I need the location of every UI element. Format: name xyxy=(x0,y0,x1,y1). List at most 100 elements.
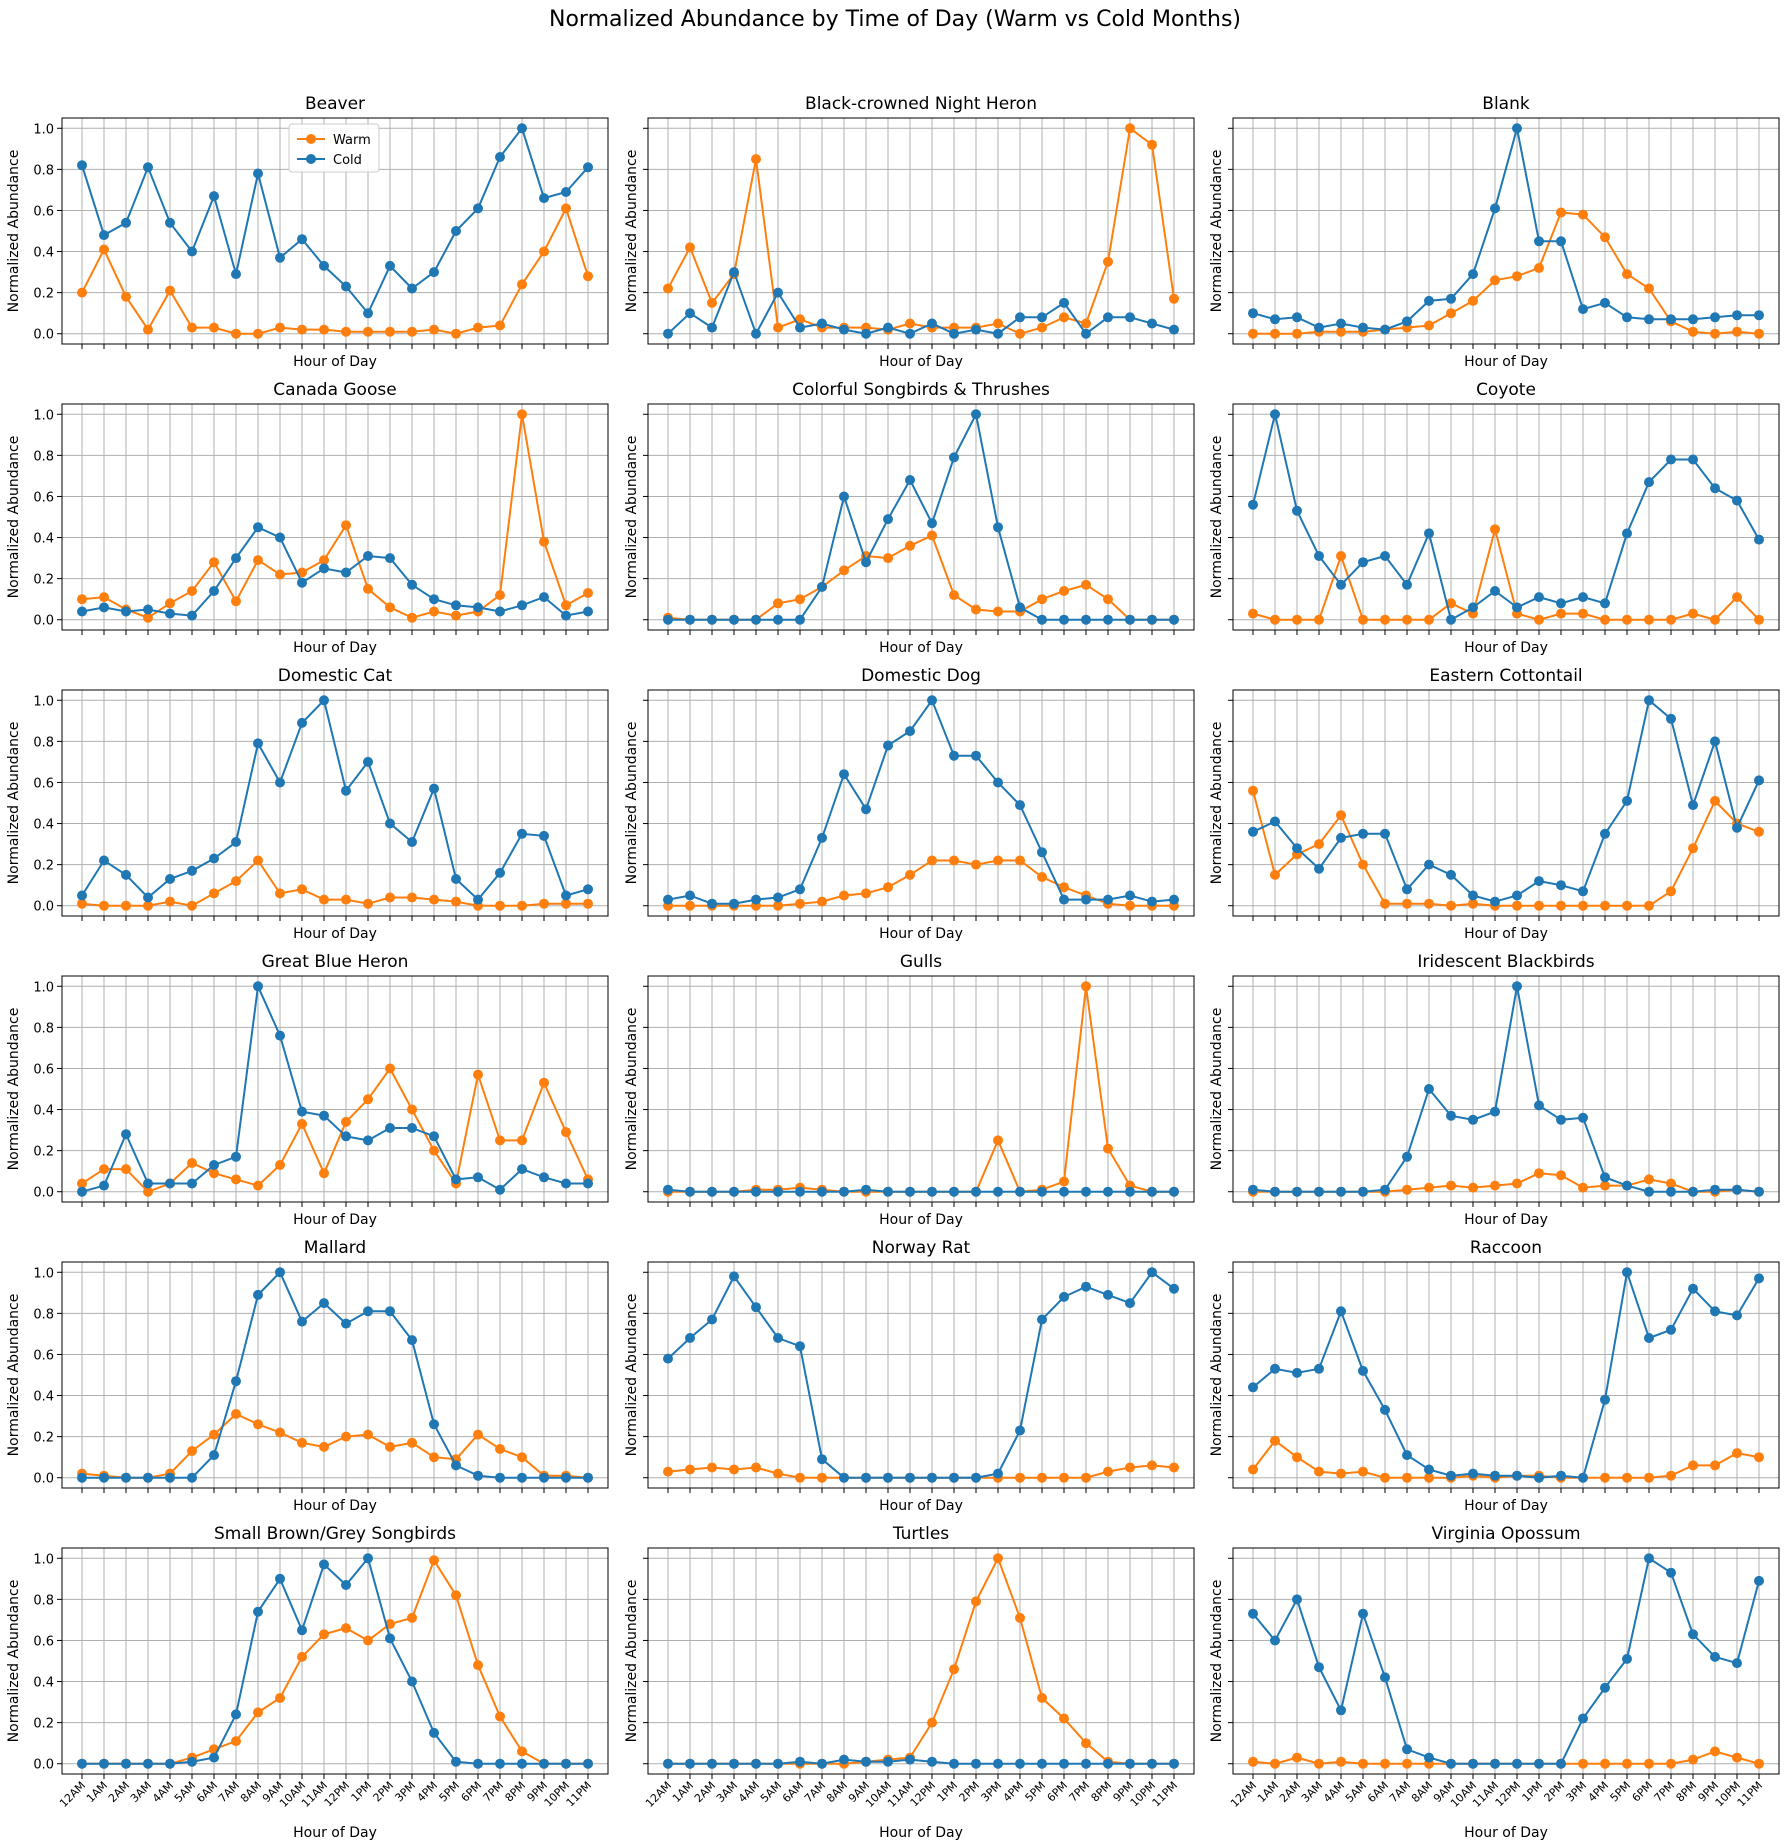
data-point xyxy=(143,900,153,911)
data-point xyxy=(1037,322,1047,333)
data-point xyxy=(1490,203,1500,214)
data-point xyxy=(1015,1425,1025,1436)
data-point xyxy=(1644,614,1654,625)
data-point xyxy=(1710,614,1720,625)
data-point xyxy=(795,614,805,625)
data-point xyxy=(1622,1653,1632,1664)
data-point xyxy=(209,191,219,202)
data-point xyxy=(795,884,805,895)
data-point xyxy=(773,1186,783,1197)
data-point xyxy=(99,1180,109,1191)
axes-frame xyxy=(61,117,609,345)
data-point xyxy=(1336,318,1346,329)
x-tick-label: 11PM xyxy=(564,1779,594,1809)
data-point xyxy=(77,1472,87,1483)
x-axis-label: Hour of Day xyxy=(1464,354,1548,370)
data-point xyxy=(707,322,717,333)
data-point xyxy=(209,586,219,596)
panel-title: Mallard xyxy=(304,1238,366,1258)
data-point xyxy=(517,828,527,839)
data-point xyxy=(583,162,593,173)
x-tick-label: 2AM xyxy=(692,1779,718,1805)
data-point xyxy=(1081,1186,1091,1197)
data-point xyxy=(729,1464,739,1475)
data-point xyxy=(165,285,175,296)
data-point xyxy=(1103,1758,1113,1769)
data-point xyxy=(495,590,505,601)
series-line xyxy=(1252,1271,1760,1479)
plot-area xyxy=(648,404,1194,630)
x-tick-label: 6PM xyxy=(459,1779,485,1805)
data-point xyxy=(99,1758,109,1769)
data-point xyxy=(905,328,915,339)
data-point xyxy=(861,1756,871,1767)
data-point xyxy=(1754,614,1764,625)
data-point xyxy=(1125,1462,1135,1473)
data-point xyxy=(1292,843,1302,854)
data-point xyxy=(1688,800,1698,811)
y-tick-label: 1.0 xyxy=(33,1552,54,1567)
data-point xyxy=(1710,1184,1720,1195)
y-tick-label: 0.0 xyxy=(33,900,54,915)
x-axis-label: Hour of Day xyxy=(879,926,963,942)
data-point xyxy=(839,890,849,901)
data-point xyxy=(1732,822,1742,833)
data-point xyxy=(363,551,373,561)
data-point xyxy=(407,837,417,847)
data-point xyxy=(1468,1114,1478,1125)
plot-area xyxy=(648,1548,1194,1774)
data-point xyxy=(99,855,109,866)
data-point xyxy=(583,606,593,617)
data-point xyxy=(1402,1758,1412,1769)
data-point xyxy=(1059,1186,1069,1197)
y-axis-label: Normalized Abundance xyxy=(1209,1008,1225,1171)
data-point xyxy=(971,604,981,615)
y-tick-label: 0.6 xyxy=(33,204,54,219)
data-point xyxy=(773,598,783,609)
series-warm xyxy=(77,409,593,623)
data-point xyxy=(663,283,673,294)
data-point xyxy=(539,1172,549,1183)
data-point xyxy=(1103,594,1113,605)
data-point xyxy=(663,1353,673,1364)
series-cold xyxy=(1248,981,1764,1197)
data-point xyxy=(539,536,549,547)
data-point xyxy=(751,154,761,165)
data-point xyxy=(187,1446,197,1456)
data-point xyxy=(685,614,695,625)
data-point xyxy=(77,1758,87,1769)
data-point xyxy=(773,892,783,903)
data-point xyxy=(905,1186,915,1197)
data-point xyxy=(1688,454,1698,465)
data-point xyxy=(1534,592,1544,603)
data-point xyxy=(1710,312,1720,323)
x-tick-label: 12PM xyxy=(908,1779,938,1809)
data-point xyxy=(773,287,783,298)
data-point xyxy=(1512,890,1522,901)
data-point xyxy=(1512,1758,1522,1769)
legend-marker xyxy=(306,134,316,144)
y-tick-label: 1.0 xyxy=(33,122,54,137)
series-cold xyxy=(1248,123,1764,335)
data-point xyxy=(1644,1472,1654,1483)
plot-area xyxy=(648,690,1194,916)
data-point xyxy=(817,1758,827,1769)
y-axis-label: Normalized Abundance xyxy=(6,1294,22,1457)
data-point xyxy=(971,1758,981,1769)
data-point xyxy=(1147,1267,1157,1278)
data-point xyxy=(495,320,505,331)
data-point xyxy=(1169,894,1179,905)
data-point xyxy=(77,890,87,901)
data-point xyxy=(949,590,959,601)
x-tick-label: 12AM xyxy=(643,1779,674,1810)
data-point xyxy=(773,900,783,911)
data-point xyxy=(1754,1758,1764,1769)
data-point xyxy=(253,1606,263,1617)
data-point xyxy=(165,217,175,228)
data-point xyxy=(363,1094,373,1105)
data-point xyxy=(209,888,219,899)
data-point xyxy=(297,884,307,895)
data-point xyxy=(1490,524,1500,535)
data-point xyxy=(1622,900,1632,911)
data-point xyxy=(517,1135,527,1146)
